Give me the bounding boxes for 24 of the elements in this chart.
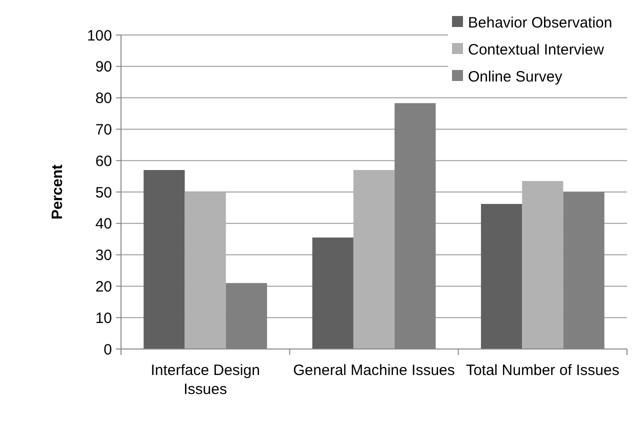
bar <box>312 238 354 349</box>
y-tick-label: 10 <box>95 310 112 327</box>
y-tick-label: 100 <box>86 27 112 44</box>
y-tick-label: 40 <box>95 216 112 233</box>
y-tick-label: 90 <box>95 58 112 76</box>
y-tick-label: 70 <box>95 121 112 138</box>
bar <box>522 181 564 349</box>
y-tick-label: 50 <box>95 184 112 202</box>
bar <box>353 170 395 349</box>
legend-label: Contextual Interview <box>468 41 604 58</box>
legend-label: Online Survey <box>468 68 563 86</box>
y-tick-label: 60 <box>95 152 112 170</box>
x-tick-label: Interface Design Issues <box>150 362 260 398</box>
bar <box>144 170 185 349</box>
y-tick-label: 0 <box>104 341 112 358</box>
x-tick-label: Total Number of Issues <box>466 362 620 379</box>
x-tick-label: General Machine Issues <box>293 362 455 379</box>
y-tick-label: 20 <box>95 278 112 296</box>
y-axis-title: Percent <box>49 164 66 220</box>
y-tick-label: 30 <box>95 247 112 264</box>
bar <box>480 204 522 349</box>
legend-label: Behavior Observation <box>468 14 612 32</box>
y-tick-label: 80 <box>95 90 112 108</box>
bar <box>184 192 226 349</box>
